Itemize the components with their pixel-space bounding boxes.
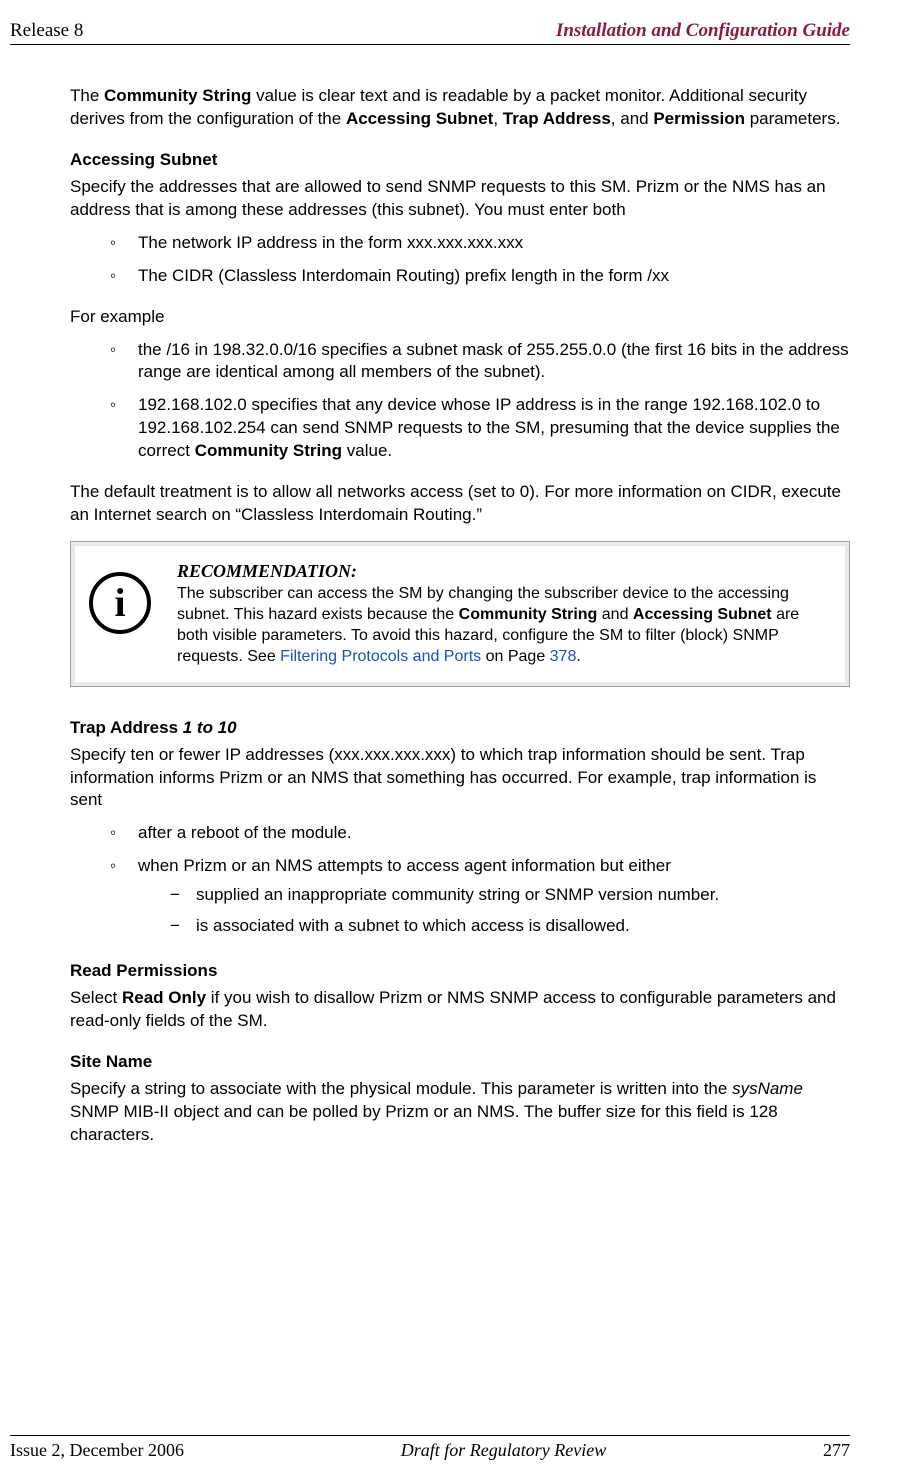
bold-text: Accessing Subnet: [346, 109, 493, 128]
list-item: is associated with a subnet to which acc…: [170, 915, 850, 938]
bold-text: Accessing Subnet: [633, 606, 772, 623]
list-item: The network IP address in the form xxx.x…: [110, 232, 850, 255]
page: Release 8 Installation and Configuration…: [0, 0, 900, 1481]
default-paragraph: The default treatment is to allow all ne…: [70, 481, 850, 527]
accessing-paragraph: Specify the addresses that are allowed t…: [70, 176, 850, 222]
footer-right: 277: [823, 1440, 850, 1461]
text: ,: [493, 109, 502, 128]
text: Select: [70, 988, 122, 1007]
italic-text: sysName: [732, 1079, 803, 1098]
trap-paragraph: Specify ten or fewer IP addresses (xxx.x…: [70, 744, 850, 813]
list-item: supplied an inappropriate community stri…: [170, 884, 850, 907]
info-icon-circle: i: [89, 572, 151, 634]
read-paragraph: Select Read Only if you wish to disallow…: [70, 987, 850, 1033]
text: parameters.: [745, 109, 840, 128]
heading-accessing-subnet: Accessing Subnet: [70, 149, 850, 172]
trap-list: after a reboot of the module. when Prizm…: [110, 822, 850, 938]
info-icon-glyph: i: [114, 583, 125, 623]
page-content: The Community String value is clear text…: [70, 85, 850, 1147]
page-header: Release 8 Installation and Configuration…: [10, 20, 850, 45]
list-item: when Prizm or an NMS attempts to access …: [110, 855, 850, 938]
text: Specify a string to associate with the p…: [70, 1079, 732, 1098]
example-label: For example: [70, 306, 850, 329]
text: , and: [611, 109, 654, 128]
heading-site-name: Site Name: [70, 1051, 850, 1074]
text: value.: [342, 441, 392, 460]
heading-trap-address: Trap Address 1 to 10: [70, 717, 850, 740]
text: The: [70, 86, 104, 105]
list-item: 192.168.102.0 specifies that any device …: [110, 394, 850, 463]
page-footer: Issue 2, December 2006 Draft for Regulat…: [10, 1435, 850, 1461]
callout-text: RECOMMENDATION: The subscriber can acces…: [177, 560, 827, 668]
bold-text: Trap Address: [70, 718, 183, 737]
intro-paragraph: The Community String value is clear text…: [70, 85, 850, 131]
bold-text: Community String: [104, 86, 251, 105]
bold-text: Community String: [195, 441, 342, 460]
site-paragraph: Specify a string to associate with the p…: [70, 1078, 850, 1147]
footer-left: Issue 2, December 2006: [10, 1440, 184, 1461]
callout-inner: i RECOMMENDATION: The subscriber can acc…: [75, 546, 845, 682]
list-item: The CIDR (Classless Interdomain Routing)…: [110, 265, 850, 288]
text: and: [597, 606, 633, 623]
bold-text: Permission: [653, 109, 745, 128]
text: SNMP MIB-II object and can be polled by …: [70, 1102, 778, 1144]
heading-read-permissions: Read Permissions: [70, 960, 850, 983]
callout-title: RECOMMENDATION:: [177, 560, 827, 583]
list-item: after a reboot of the module.: [110, 822, 850, 845]
bold-text: Trap Address: [503, 109, 611, 128]
accessing-list-2: the /16 in 198.32.0.0/16 specifies a sub…: [110, 339, 850, 464]
footer-center: Draft for Regulatory Review: [401, 1440, 606, 1461]
bold-text: Read Only: [122, 988, 206, 1007]
italic-bold-text: 1 to 10: [183, 718, 237, 737]
text: .: [576, 648, 580, 665]
list-item: the /16 in 198.32.0.0/16 specifies a sub…: [110, 339, 850, 385]
header-right: Installation and Configuration Guide: [556, 20, 850, 42]
header-left: Release 8: [10, 20, 83, 42]
bold-text: Community String: [459, 606, 598, 623]
accessing-list-1: The network IP address in the form xxx.x…: [110, 232, 850, 288]
info-icon: i: [89, 572, 151, 634]
link-filtering-protocols[interactable]: Filtering Protocols and Ports: [280, 648, 481, 665]
link-page-378[interactable]: 378: [550, 648, 577, 665]
trap-sublist: supplied an inappropriate community stri…: [170, 884, 850, 938]
recommendation-callout: i RECOMMENDATION: The subscriber can acc…: [70, 541, 850, 687]
text: when Prizm or an NMS attempts to access …: [138, 856, 671, 875]
text: on Page: [481, 648, 550, 665]
